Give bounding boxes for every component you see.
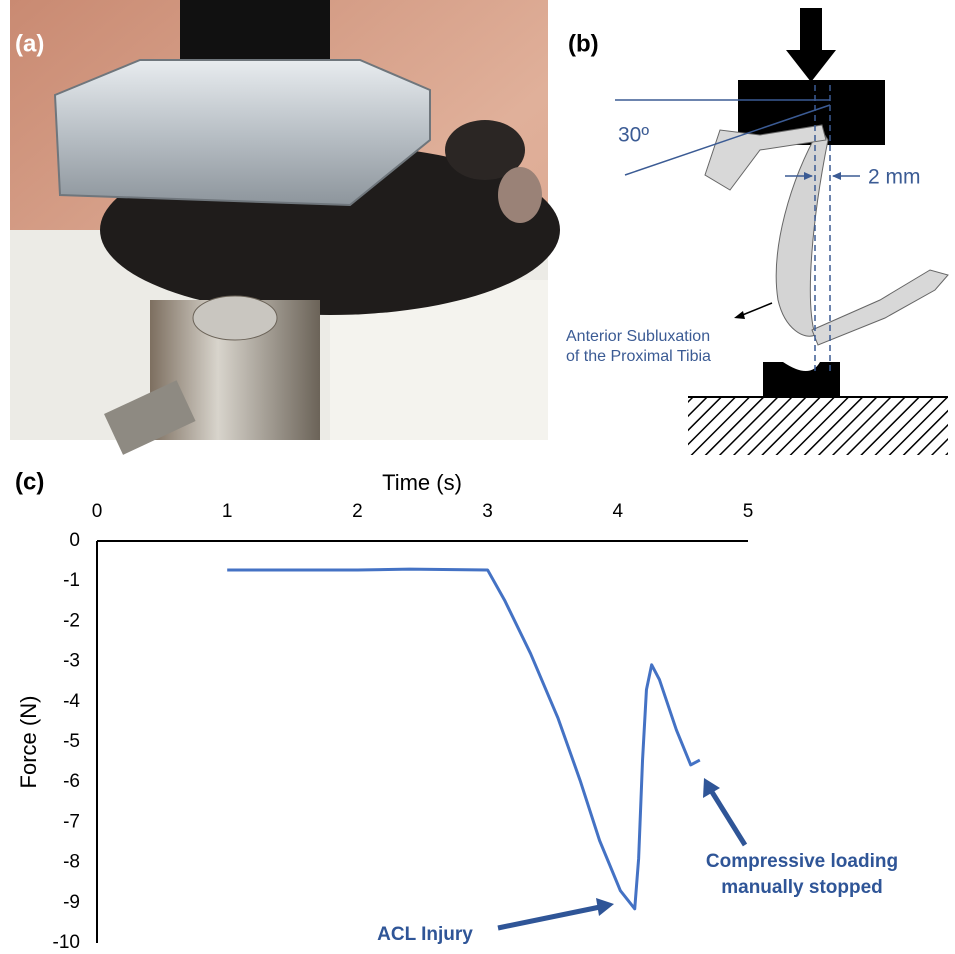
panel-label: (a)	[15, 30, 44, 57]
y-tick-label: -3	[63, 651, 80, 672]
y-axis-title: Force (N)	[16, 696, 41, 789]
y-tick-label: -2	[63, 610, 80, 631]
y-tick-label: -9	[63, 892, 80, 913]
y-tick-label: -10	[53, 932, 80, 953]
x-axis-title: Time (s)	[382, 470, 462, 495]
plot-area: 0 1 2 3 4 5 0 -1 -2 -3 -4 -5 -6 -7 -8 -9 -10	[53, 501, 754, 953]
annotation-arrow	[709, 790, 748, 847]
y-tick-label: -7	[63, 811, 80, 832]
x-tick-label: 2	[352, 501, 363, 522]
annotation: Compressive loading	[706, 851, 898, 872]
diagram	[615, 8, 949, 455]
photo	[10, 0, 560, 455]
diagram-note: of the Proximal Tibia	[566, 348, 711, 365]
data-line	[227, 567, 701, 911]
x-tick-label: 0	[92, 501, 103, 522]
y-tick-label: -5	[63, 731, 80, 752]
y-tick-label: 0	[69, 530, 80, 551]
y-tick-label: -8	[63, 852, 80, 873]
annotation-arrow	[497, 904, 601, 931]
x-tick-label: 3	[482, 501, 493, 522]
annotation: manually stopped	[721, 877, 883, 898]
angle-label: 30º	[618, 124, 649, 147]
y-tick-label: -6	[63, 771, 80, 792]
x-tick-label: 5	[743, 501, 754, 522]
x-tick-label: 1	[222, 501, 233, 522]
diagram-note: Anterior Subluxation	[566, 328, 710, 345]
annotation-arrow	[596, 898, 614, 916]
panel-label: (b)	[568, 30, 599, 57]
offset-label: 2 mm	[868, 166, 921, 189]
annotation-arrow	[703, 778, 720, 798]
annotation: ACL Injury	[377, 924, 473, 945]
y-tick-label: -4	[63, 691, 80, 712]
y-tick-label: -1	[63, 570, 80, 591]
x-tick-label: 4	[613, 501, 624, 522]
panel-label: (c)	[15, 468, 44, 495]
